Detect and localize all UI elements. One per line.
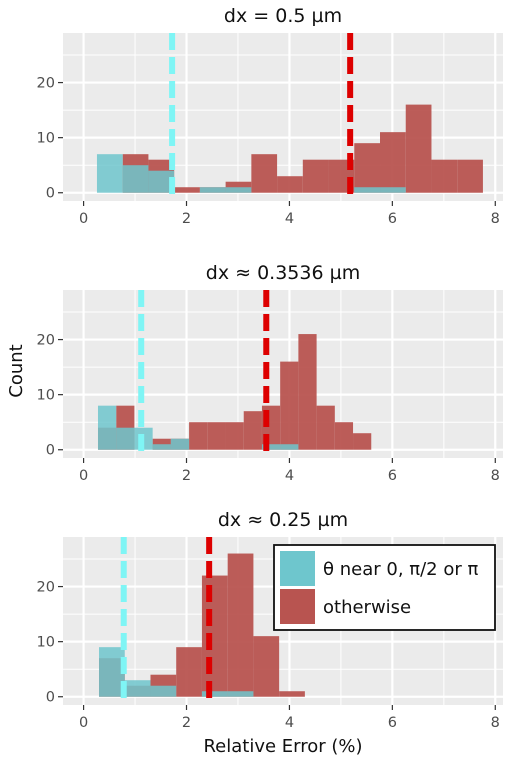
histogram-bar (334, 422, 354, 450)
histogram-bar (280, 444, 299, 450)
x-tick-label: 8 (491, 715, 500, 731)
y-tick-label: 10 (37, 388, 55, 404)
histogram-bar (354, 143, 381, 193)
histogram-bar (277, 176, 303, 193)
x-tick-label: 4 (285, 211, 294, 227)
histogram-bar (353, 433, 372, 450)
y-tick-label: 20 (37, 580, 55, 596)
histogram-bar (148, 170, 175, 193)
histogram-bar (225, 422, 244, 450)
histogram-bar (189, 422, 208, 450)
histogram-bar (199, 187, 226, 193)
x-tick-label: 6 (388, 715, 397, 731)
x-tick-label: 0 (79, 715, 88, 731)
histogram-bar (152, 438, 171, 450)
x-tick-label: 4 (285, 468, 294, 484)
x-tick-label: 2 (182, 715, 191, 731)
x-tick-label: 6 (388, 468, 397, 484)
histogram-bar (201, 691, 228, 697)
x-tick-label: 4 (285, 715, 294, 731)
x-tick-label: 0 (79, 211, 88, 227)
histogram-bar (261, 444, 281, 450)
histogram-bar (298, 334, 317, 450)
x-tick-label: 2 (182, 211, 191, 227)
histogram-bar (280, 361, 299, 450)
legend-label-otherwise: otherwise (323, 597, 411, 618)
histogram-bar (124, 680, 151, 697)
histogram-bar (431, 159, 458, 193)
histogram-bar (227, 691, 254, 697)
histogram-bar (251, 154, 278, 193)
histogram-bar (243, 411, 262, 450)
y-tick-label: 0 (46, 443, 55, 459)
y-tick-label: 10 (37, 131, 55, 147)
x-tick-label: 6 (388, 211, 397, 227)
panel-title: dx ≈ 0.3536 µm (206, 262, 360, 284)
legend-label-theta: θ near 0, π/2 or π (323, 559, 478, 580)
panel-2: dx ≈ 0.3536 µm 0 10 20 0 2 4 6 8 (37, 262, 503, 484)
histogram-bar (380, 187, 406, 193)
histogram-bar (302, 159, 329, 193)
y-tick-label: 0 (46, 186, 55, 202)
panel-title: dx ≈ 0.25 µm (218, 509, 348, 531)
histogram-bar (170, 438, 190, 450)
theta-near-bars (99, 647, 254, 697)
x-tick-label: 0 (79, 468, 88, 484)
panel-1: dx = 0.5 µm 0 10 20 0 2 4 6 8 (37, 5, 503, 227)
histogram-bar (316, 405, 335, 450)
histogram-bar (354, 187, 381, 193)
x-tick-label: 8 (491, 211, 500, 227)
theta-near-bars (96, 154, 406, 193)
histogram-bar (380, 132, 406, 193)
histogram-bar (279, 691, 305, 697)
histogram-bar (405, 104, 432, 193)
y-axis-label: Count (6, 344, 27, 397)
x-tick-label: 8 (491, 468, 500, 484)
histogram-bar (176, 647, 202, 697)
histogram-bar (253, 636, 280, 697)
histogram-bar (97, 405, 117, 450)
y-tick-label: 0 (46, 690, 55, 706)
histogram-bar (227, 553, 254, 697)
legend-swatch-otherwise (280, 589, 315, 624)
histogram-bar (99, 647, 125, 697)
histogram-bar (201, 575, 228, 697)
histogram-bar (457, 159, 483, 193)
y-tick-label: 20 (37, 76, 55, 92)
histogram-bar (207, 422, 226, 450)
y-tick-label: 20 (37, 333, 55, 349)
histogram-bar (116, 427, 135, 450)
histogram-bar (96, 154, 123, 193)
histogram-bar (122, 165, 149, 193)
x-tick-label: 2 (182, 468, 191, 484)
panel-title: dx = 0.5 µm (224, 5, 342, 27)
histogram-bar (152, 444, 171, 450)
legend-swatch-theta (280, 551, 315, 586)
x-axis-label: Relative Error (%) (203, 736, 362, 757)
histogram-bar (225, 187, 252, 193)
y-tick-label: 10 (37, 635, 55, 651)
histogram-bar (174, 187, 200, 193)
histogram-bar (150, 685, 177, 697)
legend: θ near 0, π/2 or π otherwise (273, 544, 496, 631)
